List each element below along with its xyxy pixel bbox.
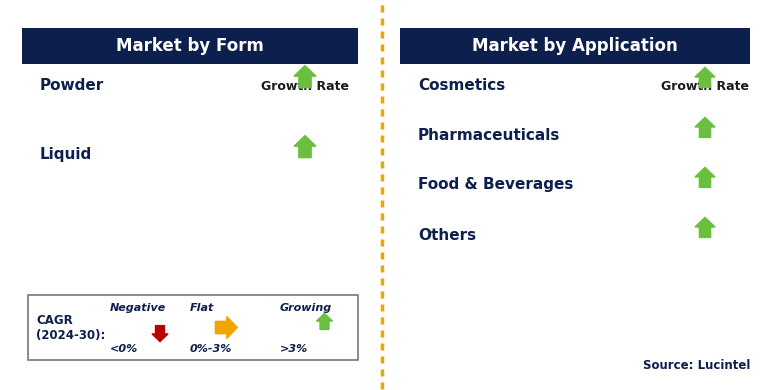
Text: Others: Others <box>418 227 476 243</box>
Text: Cosmetics: Cosmetics <box>418 78 505 92</box>
Polygon shape <box>317 314 333 330</box>
Text: Growing: Growing <box>280 303 332 313</box>
Polygon shape <box>695 117 715 137</box>
Text: >3%: >3% <box>280 344 308 354</box>
Text: Food & Beverages: Food & Beverages <box>418 177 573 193</box>
Text: Flat: Flat <box>190 303 214 313</box>
Text: Growth Rate: Growth Rate <box>261 80 349 92</box>
FancyBboxPatch shape <box>28 295 358 360</box>
Text: CAGR
(2024-30):: CAGR (2024-30): <box>36 314 105 342</box>
Polygon shape <box>294 136 316 158</box>
Text: 0%-3%: 0%-3% <box>190 344 233 354</box>
Text: Liquid: Liquid <box>40 147 92 163</box>
Text: Negative: Negative <box>110 303 166 313</box>
Polygon shape <box>695 167 715 188</box>
Text: Market by Form: Market by Form <box>116 37 264 55</box>
FancyBboxPatch shape <box>22 28 358 64</box>
Polygon shape <box>695 67 715 87</box>
Text: Growth Rate: Growth Rate <box>661 80 749 92</box>
Text: Source: Lucintel: Source: Lucintel <box>642 359 750 372</box>
Text: Pharmaceuticals: Pharmaceuticals <box>418 128 560 142</box>
Text: Powder: Powder <box>40 78 105 92</box>
Polygon shape <box>215 317 237 339</box>
Text: Market by Application: Market by Application <box>472 37 678 55</box>
Polygon shape <box>695 217 715 238</box>
Polygon shape <box>152 326 168 342</box>
Text: <0%: <0% <box>110 344 138 354</box>
Polygon shape <box>294 66 316 88</box>
FancyBboxPatch shape <box>400 28 750 64</box>
